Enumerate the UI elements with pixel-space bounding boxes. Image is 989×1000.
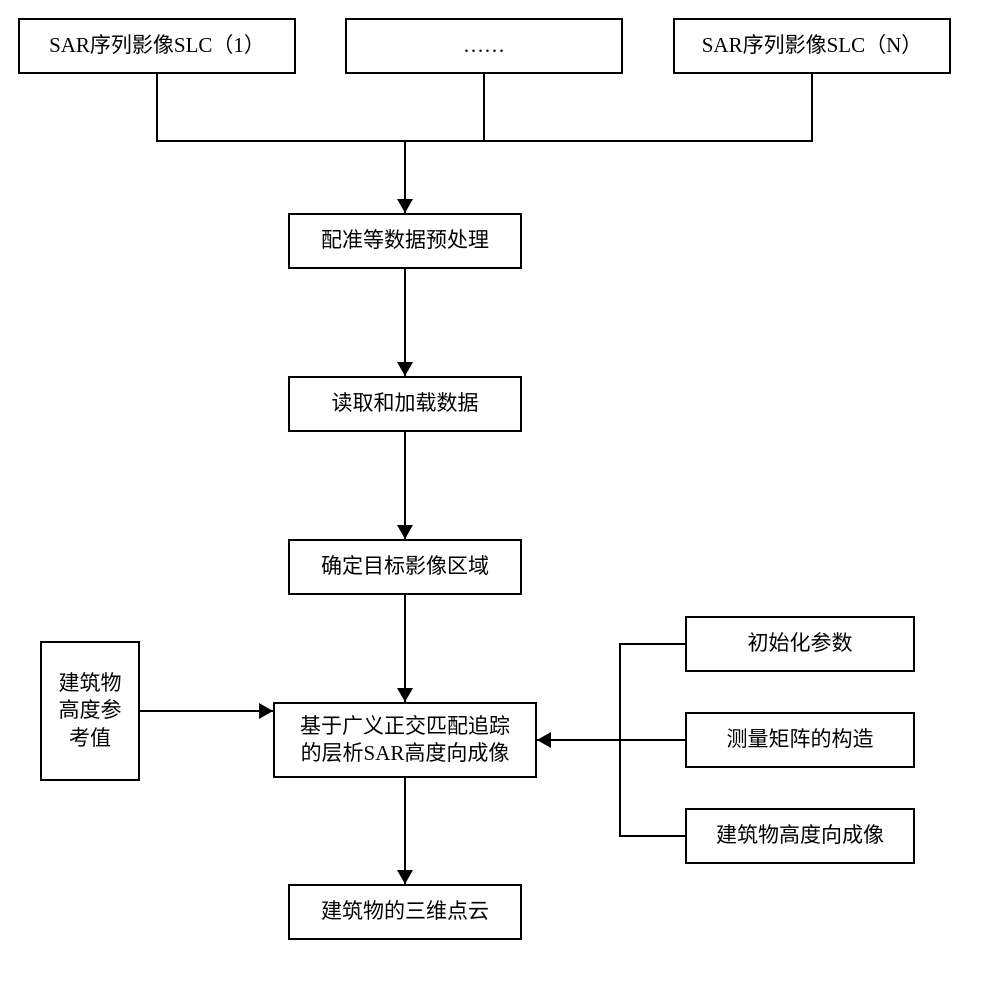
node-load: 读取和加载数据: [288, 376, 522, 432]
node-label: 配准等数据预处理: [321, 227, 489, 254]
node-imaging: 建筑物高度向成像: [685, 808, 915, 864]
node-label: SAR序列影像SLC（1）: [49, 32, 265, 59]
node-init: 初始化参数: [685, 616, 915, 672]
node-top-mid: ……: [345, 18, 623, 74]
node-label: 建筑物高度参考值: [59, 670, 122, 752]
node-label: 测量矩阵的构造: [727, 726, 874, 753]
node-label: ……: [463, 32, 505, 59]
node-label: 基于广义正交匹配追踪的层析SAR高度向成像: [300, 713, 510, 768]
node-label: 读取和加载数据: [332, 390, 479, 417]
node-gomp: 基于广义正交匹配追踪的层析SAR高度向成像: [273, 702, 537, 778]
node-label: 初始化参数: [748, 630, 853, 657]
node-label: 建筑物高度向成像: [716, 822, 884, 849]
node-label: 确定目标影像区域: [321, 553, 489, 580]
node-matrix: 测量矩阵的构造: [685, 712, 915, 768]
node-pointcloud: 建筑物的三维点云: [288, 884, 522, 940]
node-preprocess: 配准等数据预处理: [288, 213, 522, 269]
node-building-ref: 建筑物高度参考值: [40, 641, 140, 781]
node-top-left: SAR序列影像SLC（1）: [18, 18, 296, 74]
node-target: 确定目标影像区域: [288, 539, 522, 595]
node-label: 建筑物的三维点云: [321, 898, 489, 925]
node-top-right: SAR序列影像SLC（N）: [673, 18, 951, 74]
node-label: SAR序列影像SLC（N）: [702, 32, 923, 59]
